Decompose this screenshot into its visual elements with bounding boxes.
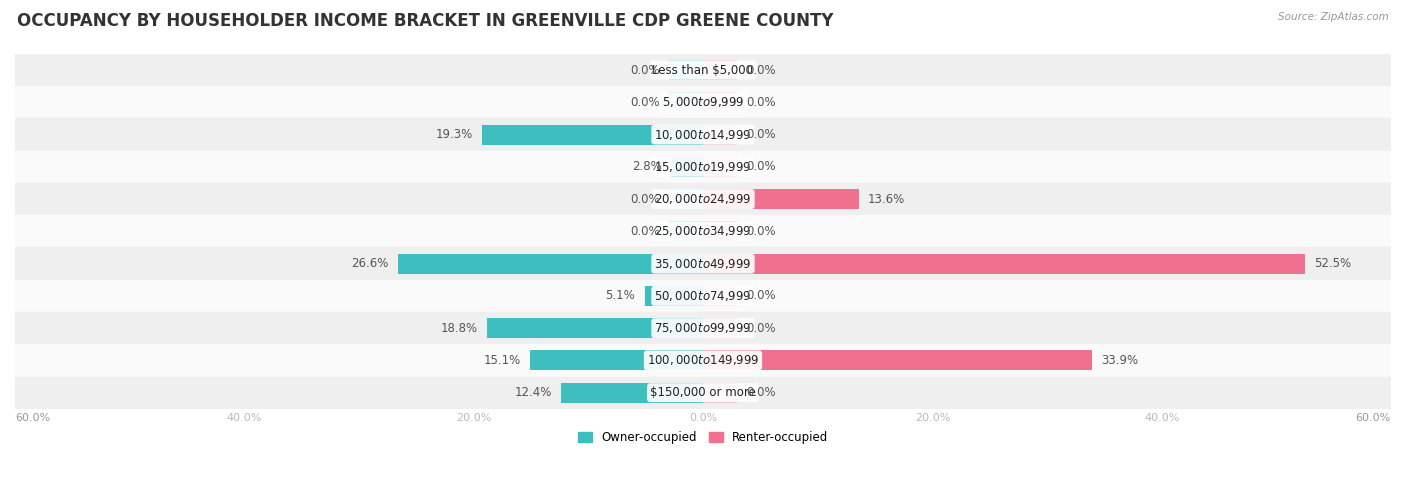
Bar (703, 221, 737, 242)
Text: 0.0%: 0.0% (747, 386, 776, 399)
Bar (703, 60, 737, 80)
Text: $25,000 to $34,999: $25,000 to $34,999 (654, 225, 752, 238)
Bar (15, 183, 1391, 215)
Text: $10,000 to $14,999: $10,000 to $14,999 (654, 127, 752, 141)
Bar (15, 247, 1391, 280)
Text: OCCUPANCY BY HOUSEHOLDER INCOME BRACKET IN GREENVILLE CDP GREENE COUNTY: OCCUPANCY BY HOUSEHOLDER INCOME BRACKET … (17, 12, 834, 30)
Text: $100,000 to $149,999: $100,000 to $149,999 (647, 353, 759, 367)
Text: $150,000 or more: $150,000 or more (650, 386, 756, 399)
Text: 0.0%: 0.0% (747, 289, 776, 302)
Text: 0.0%: 0.0% (747, 96, 776, 109)
Text: 0.0%: 0.0% (747, 128, 776, 141)
Bar (15, 119, 1391, 151)
Bar (15, 54, 1391, 86)
Bar (398, 254, 703, 274)
Text: 0.0%: 0.0% (747, 160, 776, 174)
Bar (669, 221, 703, 242)
Text: 0.0%: 0.0% (630, 225, 659, 238)
Bar (703, 92, 737, 112)
Text: 13.6%: 13.6% (868, 192, 905, 206)
Bar (488, 318, 703, 338)
Text: 0.0%: 0.0% (630, 64, 659, 76)
Bar (703, 254, 1305, 274)
Text: $35,000 to $49,999: $35,000 to $49,999 (654, 257, 752, 271)
Bar (703, 157, 737, 177)
Bar (15, 86, 1391, 119)
Bar (669, 189, 703, 209)
Text: $75,000 to $99,999: $75,000 to $99,999 (654, 321, 752, 335)
Text: 18.8%: 18.8% (441, 322, 478, 335)
Text: 5.1%: 5.1% (606, 289, 636, 302)
Legend: Owner-occupied, Renter-occupied: Owner-occupied, Renter-occupied (572, 427, 834, 449)
Text: 0.0%: 0.0% (630, 96, 659, 109)
Text: 2.8%: 2.8% (631, 160, 662, 174)
Text: $15,000 to $19,999: $15,000 to $19,999 (654, 160, 752, 174)
Bar (15, 151, 1391, 183)
Text: Less than $5,000: Less than $5,000 (652, 64, 754, 76)
Bar (15, 280, 1391, 312)
Bar (703, 382, 737, 403)
Text: 0.0%: 0.0% (630, 192, 659, 206)
Bar (703, 318, 737, 338)
Text: 0.0%: 0.0% (747, 225, 776, 238)
Bar (669, 92, 703, 112)
Bar (703, 350, 1091, 370)
Bar (15, 312, 1391, 344)
Bar (669, 60, 703, 80)
Text: $5,000 to $9,999: $5,000 to $9,999 (662, 95, 744, 109)
Text: Source: ZipAtlas.com: Source: ZipAtlas.com (1278, 12, 1389, 22)
Text: 60.0%: 60.0% (15, 413, 51, 423)
Text: 15.1%: 15.1% (484, 354, 520, 367)
Bar (703, 124, 737, 144)
Bar (561, 382, 703, 403)
Bar (482, 124, 703, 144)
Bar (530, 350, 703, 370)
Text: 52.5%: 52.5% (1315, 257, 1351, 270)
Bar (703, 189, 859, 209)
Text: 0.0%: 0.0% (747, 64, 776, 76)
Bar (703, 286, 737, 306)
Bar (15, 215, 1391, 247)
Bar (15, 377, 1391, 409)
Bar (644, 286, 703, 306)
Text: $50,000 to $74,999: $50,000 to $74,999 (654, 289, 752, 303)
Bar (671, 157, 703, 177)
Text: 60.0%: 60.0% (1355, 413, 1391, 423)
Text: 0.0%: 0.0% (747, 322, 776, 335)
Text: 12.4%: 12.4% (515, 386, 551, 399)
Text: 26.6%: 26.6% (352, 257, 389, 270)
Text: 33.9%: 33.9% (1101, 354, 1137, 367)
Text: $20,000 to $24,999: $20,000 to $24,999 (654, 192, 752, 206)
Bar (15, 344, 1391, 377)
Text: 19.3%: 19.3% (436, 128, 472, 141)
